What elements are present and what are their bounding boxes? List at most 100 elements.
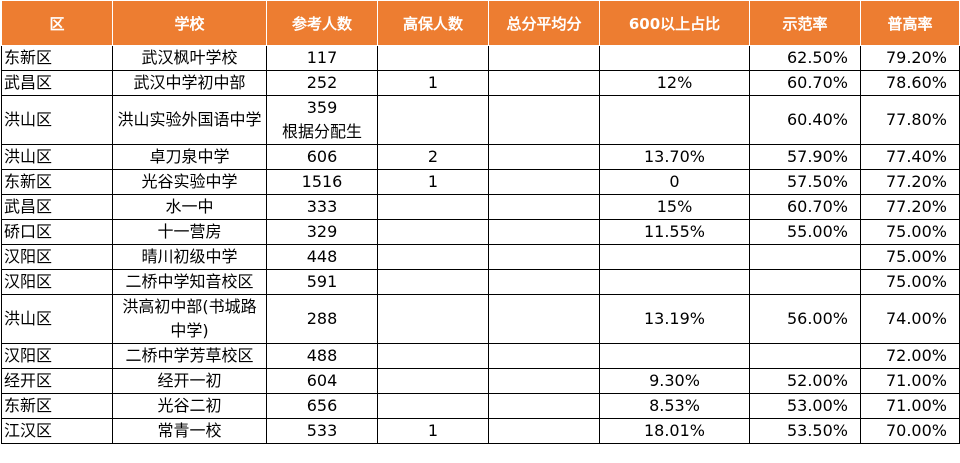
header-school: 学校 [112, 0, 267, 46]
cell-demo-rate: 62.50% [749, 45, 861, 71]
cell-average-score [488, 294, 600, 344]
cell-demo-rate: 60.70% [749, 70, 861, 96]
cell-above-600 [599, 269, 750, 295]
cell-hs-rate: 77.40% [860, 144, 960, 170]
cell-above-600: 0 [599, 169, 750, 195]
cell-hs-rate: 75.00% [860, 269, 960, 295]
cell-school: 十一营房 [112, 219, 267, 245]
cell-examinees: 488 [266, 343, 378, 369]
cell-district: 硚口区 [1, 219, 113, 245]
cell-examinees: 591 [266, 269, 378, 295]
cell-guaranteed [377, 393, 489, 419]
cell-guaranteed [377, 45, 489, 71]
cell-average-score [488, 368, 600, 394]
header-hs-rate: 普高率 [860, 0, 960, 46]
cell-school: 水一中 [112, 194, 267, 220]
cell-guaranteed [377, 244, 489, 270]
cell-average-score [488, 343, 600, 369]
table-row: 汉阳区 二桥中学芳草校区 488 72.00% [1, 343, 960, 369]
cell-average-score [488, 144, 600, 170]
cell-district: 汉阳区 [1, 269, 113, 295]
cell-above-600: 13.19% [599, 294, 750, 344]
table-row: 汉阳区 晴川初级中学 448 75.00% [1, 244, 960, 270]
cell-examinees: 288 [266, 294, 378, 344]
cell-examinees: 604 [266, 368, 378, 394]
cell-guaranteed: 2 [377, 144, 489, 170]
table-row: 洪山区 洪山实验外国语中学 359 根据分配生 60.40% 77.80% [1, 95, 960, 145]
cell-school: 常青一校 [112, 418, 267, 444]
cell-guaranteed [377, 219, 489, 245]
header-row: 区 学校 参考人数 高保人数 总分平均分 600以上占比 示范率 普高率 [1, 0, 960, 46]
cell-average-score [488, 219, 600, 245]
cell-demo-rate [749, 343, 861, 369]
cell-hs-rate: 77.20% [860, 194, 960, 220]
cell-examinees: 448 [266, 244, 378, 270]
cell-district: 经开区 [1, 368, 113, 394]
table-row: 洪山区 卓刀泉中学 606 2 13.70% 57.90% 77.40% [1, 144, 960, 170]
cell-district: 江汉区 [1, 418, 113, 444]
cell-district: 武昌区 [1, 194, 113, 220]
cell-guaranteed: 1 [377, 70, 489, 96]
cell-guaranteed [377, 95, 489, 145]
cell-guaranteed [377, 269, 489, 295]
cell-average-score [488, 70, 600, 96]
cell-hs-rate: 77.80% [860, 95, 960, 145]
cell-district: 东新区 [1, 45, 113, 71]
cell-above-600: 13.70% [599, 144, 750, 170]
cell-district: 汉阳区 [1, 343, 113, 369]
cell-average-score [488, 45, 600, 71]
cell-hs-rate: 72.00% [860, 343, 960, 369]
cell-above-600: 12% [599, 70, 750, 96]
cell-district: 武昌区 [1, 70, 113, 96]
cell-hs-rate: 74.00% [860, 294, 960, 344]
cell-average-score [488, 269, 600, 295]
cell-school: 二桥中学芳草校区 [112, 343, 267, 369]
cell-hs-rate: 79.20% [860, 45, 960, 71]
cell-average-score [488, 194, 600, 220]
cell-school: 光谷二初 [112, 393, 267, 419]
cell-average-score [488, 169, 600, 195]
cell-guaranteed: 1 [377, 418, 489, 444]
cell-average-score [488, 244, 600, 270]
cell-above-600: 18.01% [599, 418, 750, 444]
table-row: 东新区 武汉枫叶学校 117 62.50% 79.20% [1, 45, 960, 71]
table-row: 东新区 光谷实验中学 1516 1 0 57.50% 77.20% [1, 169, 960, 195]
table-body: 东新区 武汉枫叶学校 117 62.50% 79.20% 武昌区 武汉中学初中部 252 1 12… [1, 45, 960, 444]
cell-district: 东新区 [1, 393, 113, 419]
cell-school: 洪山实验外国语中学 [112, 95, 267, 145]
cell-guaranteed [377, 194, 489, 220]
cell-hs-rate: 71.00% [860, 393, 960, 419]
cell-demo-rate: 57.50% [749, 169, 861, 195]
cell-school: 光谷实验中学 [112, 169, 267, 195]
header-demo-rate: 示范率 [749, 0, 861, 46]
cell-school: 经开一初 [112, 368, 267, 394]
examinees-note: 根据分配生 [281, 122, 362, 141]
cell-school: 武汉枫叶学校 [112, 45, 267, 71]
cell-guaranteed [377, 294, 489, 344]
cell-hs-rate: 75.00% [860, 244, 960, 270]
cell-demo-rate: 53.00% [749, 393, 861, 419]
cell-demo-rate [749, 244, 861, 270]
cell-hs-rate: 71.00% [860, 368, 960, 394]
cell-guaranteed [377, 343, 489, 369]
cell-examinees: 1516 [266, 169, 378, 195]
cell-school: 洪高初中部(书城路中学) [112, 294, 267, 344]
cell-above-600: 11.55% [599, 219, 750, 245]
cell-school: 卓刀泉中学 [112, 144, 267, 170]
cell-district: 洪山区 [1, 144, 113, 170]
header-guaranteed: 高保人数 [377, 0, 489, 46]
cell-examinees: 606 [266, 144, 378, 170]
cell-hs-rate: 70.00% [860, 418, 960, 444]
cell-average-score [488, 418, 600, 444]
cell-demo-rate [749, 269, 861, 295]
table-row: 经开区 经开一初 604 9.30% 52.00% 71.00% [1, 368, 960, 394]
table-row: 东新区 光谷二初 656 8.53% 53.00% 71.00% [1, 393, 960, 419]
cell-examinees: 656 [266, 393, 378, 419]
cell-above-600 [599, 244, 750, 270]
cell-above-600: 8.53% [599, 393, 750, 419]
cell-examinees: 252 [266, 70, 378, 96]
cell-examinees: 329 [266, 219, 378, 245]
cell-district: 洪山区 [1, 95, 113, 145]
cell-demo-rate: 56.00% [749, 294, 861, 344]
cell-demo-rate: 53.50% [749, 418, 861, 444]
